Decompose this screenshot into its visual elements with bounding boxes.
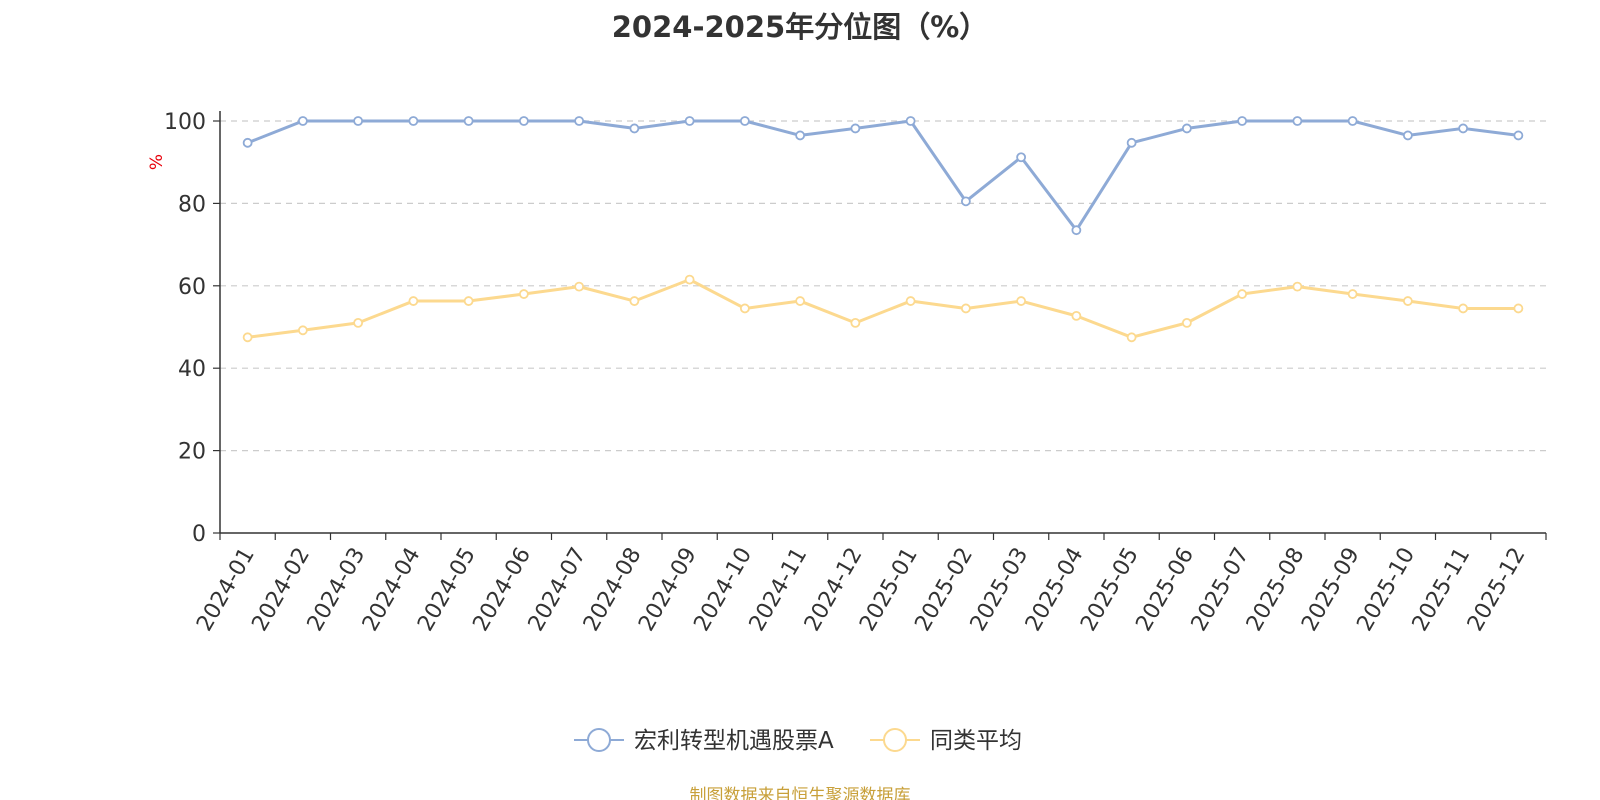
y-tick-label: 60	[178, 275, 206, 300]
data-point-series-1	[463, 116, 474, 126]
data-point-series-1	[850, 123, 861, 134]
y-tick-label: 80	[178, 192, 206, 217]
data-point-series-2	[1347, 289, 1358, 299]
data-source-note: 制图数据来自恒生聚源数据库	[689, 786, 911, 800]
data-point-series-2	[1513, 303, 1524, 314]
legend-circle-icon	[883, 728, 907, 752]
series-line-1	[247, 119, 1519, 232]
data-point-series-2	[1237, 289, 1248, 299]
data-point-series-2	[1458, 303, 1469, 314]
data-point-series-2	[408, 296, 419, 306]
data-point-series-2	[297, 325, 308, 336]
data-point-series-2	[684, 274, 695, 285]
y-axis-label: %	[147, 154, 167, 170]
data-point-series-1	[905, 116, 916, 126]
series-line-2	[247, 278, 1519, 339]
data-point-series-1	[960, 196, 971, 207]
data-point-series-1	[629, 123, 640, 134]
legend-circle-icon	[587, 728, 611, 752]
data-point-series-1	[1458, 123, 1469, 134]
data-point-series-2	[242, 332, 253, 343]
y-tick-label: 20	[178, 440, 206, 465]
data-point-series-2	[463, 296, 474, 306]
data-point-series-2	[905, 296, 916, 306]
data-point-series-2	[960, 303, 971, 314]
data-point-series-1	[297, 116, 308, 126]
data-point-series-2	[739, 303, 750, 314]
data-point-series-2	[1126, 332, 1137, 343]
data-point-series-2	[1292, 281, 1303, 292]
legend-item-2: 同类平均	[870, 728, 1022, 754]
data-point-series-2	[795, 296, 806, 306]
data-point-series-2	[518, 289, 529, 299]
data-point-series-1	[574, 116, 585, 126]
y-tick-label: 40	[178, 357, 206, 382]
data-point-series-1	[518, 116, 529, 126]
data-point-series-2	[850, 317, 861, 328]
data-point-series-2	[1071, 310, 1082, 321]
data-point-series-2	[1016, 296, 1027, 306]
data-point-series-1	[1292, 116, 1303, 126]
data-point-series-1	[1071, 225, 1082, 236]
data-point-series-2	[574, 281, 585, 292]
data-point-series-2	[353, 317, 364, 328]
y-tick-label: 100	[164, 110, 206, 135]
data-point-series-2	[1181, 317, 1192, 328]
legend-label: 同类平均	[930, 728, 1022, 754]
data-point-series-1	[1513, 130, 1524, 141]
data-point-series-1	[1237, 116, 1248, 126]
legend-item-1: 宏利转型机遇股票A	[574, 728, 834, 754]
data-point-series-1	[1402, 130, 1413, 141]
data-point-series-1	[242, 137, 253, 148]
data-point-series-2	[1402, 296, 1413, 306]
data-point-series-1	[1126, 137, 1137, 148]
data-point-series-1	[739, 116, 750, 126]
data-point-series-1	[1181, 123, 1192, 134]
data-point-series-1	[1347, 116, 1358, 126]
data-point-series-2	[629, 296, 640, 306]
data-point-series-1	[408, 116, 419, 126]
data-point-series-1	[795, 130, 806, 141]
data-point-series-1	[1016, 152, 1027, 163]
legend-label: 宏利转型机遇股票A	[634, 728, 834, 754]
chart-title: 2024-2025年分位图（%）	[611, 10, 989, 44]
data-point-series-1	[353, 116, 364, 126]
y-tick-label: 0	[192, 522, 206, 547]
data-point-series-1	[684, 116, 695, 126]
